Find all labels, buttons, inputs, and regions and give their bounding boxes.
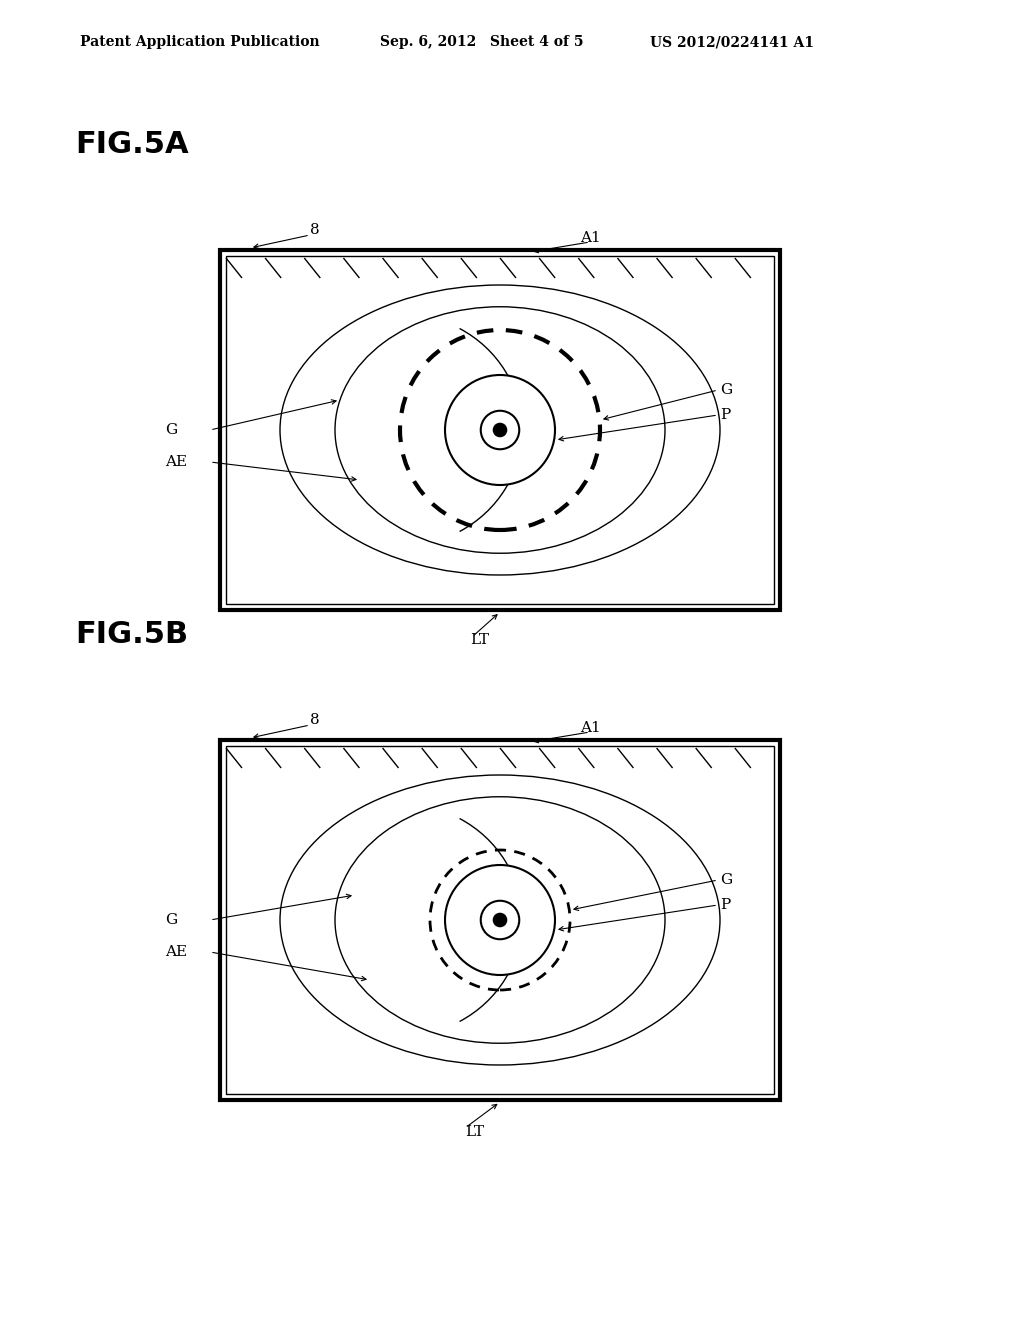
Bar (226, 746, 774, 1094)
Circle shape (445, 865, 555, 975)
Text: 8: 8 (310, 713, 319, 727)
Text: LT: LT (470, 634, 489, 647)
Text: A1: A1 (580, 231, 601, 246)
Text: 8: 8 (310, 223, 319, 238)
Text: Patent Application Publication: Patent Application Publication (80, 36, 319, 49)
Text: FIG.5A: FIG.5A (75, 129, 188, 158)
Text: AE: AE (165, 455, 187, 469)
Circle shape (480, 411, 519, 449)
Text: P: P (720, 898, 730, 912)
Text: US 2012/0224141 A1: US 2012/0224141 A1 (650, 36, 814, 49)
Circle shape (494, 424, 507, 437)
Bar (220, 249, 780, 610)
Text: G: G (720, 873, 732, 887)
Text: G: G (720, 383, 732, 397)
Text: LT: LT (465, 1125, 484, 1139)
Text: P: P (720, 408, 730, 422)
Text: AE: AE (165, 945, 187, 960)
Bar (220, 741, 780, 1100)
Text: Sep. 6, 2012: Sep. 6, 2012 (380, 36, 476, 49)
Text: FIG.5B: FIG.5B (75, 620, 188, 649)
Circle shape (480, 900, 519, 940)
Circle shape (445, 375, 555, 484)
Text: G: G (165, 913, 177, 927)
Text: G: G (165, 422, 177, 437)
Bar (226, 256, 774, 605)
Text: Sheet 4 of 5: Sheet 4 of 5 (490, 36, 584, 49)
Circle shape (494, 913, 507, 927)
Text: A1: A1 (580, 721, 601, 735)
